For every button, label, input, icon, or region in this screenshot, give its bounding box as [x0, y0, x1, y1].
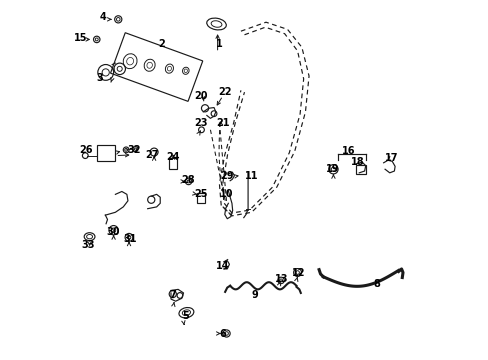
Text: 18: 18: [350, 157, 364, 167]
Text: 22: 22: [218, 87, 231, 97]
Text: 31: 31: [123, 234, 136, 244]
Text: 32: 32: [127, 144, 141, 154]
Text: 28: 28: [181, 175, 195, 185]
Text: 11: 11: [244, 171, 258, 181]
Text: 12: 12: [291, 268, 305, 278]
Text: 15: 15: [74, 33, 87, 43]
Bar: [355, 165, 366, 174]
Text: 5: 5: [182, 311, 188, 321]
Bar: [169, 158, 177, 169]
Text: 21: 21: [216, 118, 229, 128]
Text: 26: 26: [79, 144, 93, 154]
Text: 7: 7: [169, 290, 176, 300]
Bar: [97, 145, 115, 161]
Text: 24: 24: [166, 152, 180, 162]
Text: 4: 4: [99, 12, 106, 22]
Text: 3: 3: [96, 73, 102, 83]
Text: 14: 14: [216, 261, 229, 271]
Text: 10: 10: [220, 189, 233, 199]
Text: 20: 20: [194, 91, 208, 101]
Text: 29: 29: [220, 171, 233, 181]
Text: 23: 23: [194, 118, 208, 128]
Bar: [197, 193, 204, 203]
Text: 13: 13: [275, 274, 288, 284]
Text: 2: 2: [158, 39, 165, 49]
Text: 8: 8: [373, 279, 380, 289]
Text: 25: 25: [194, 189, 207, 199]
Text: 6: 6: [219, 329, 226, 339]
Text: 17: 17: [384, 153, 397, 163]
Text: 27: 27: [145, 150, 159, 160]
Text: 19: 19: [325, 164, 338, 174]
Text: 16: 16: [341, 146, 354, 156]
Text: 30: 30: [107, 227, 120, 237]
Text: 9: 9: [251, 290, 258, 300]
Text: 1: 1: [216, 39, 223, 49]
Text: 33: 33: [81, 239, 94, 249]
